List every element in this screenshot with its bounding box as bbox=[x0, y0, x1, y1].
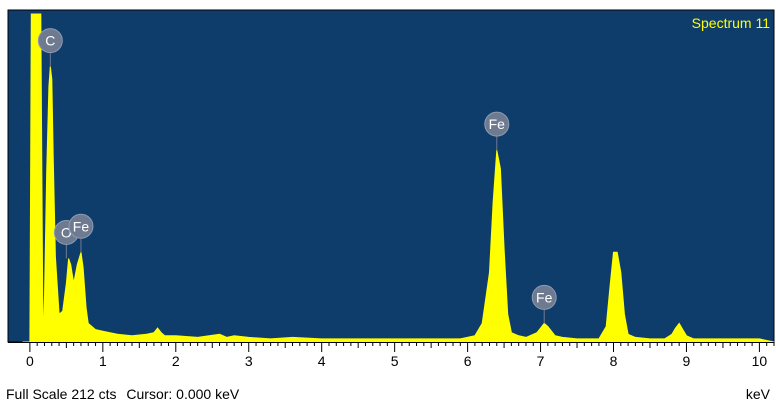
peak-marker-label: Fe bbox=[73, 218, 90, 234]
peak-marker-label: Fe bbox=[536, 289, 553, 305]
x-tick-label: 2 bbox=[172, 353, 180, 369]
peak-marker-badge bbox=[37, 28, 63, 54]
peak-marker-fe-4: Fe bbox=[531, 284, 557, 324]
cursor-readout: Cursor: 0.000 keV bbox=[126, 386, 240, 402]
plot-area bbox=[7, 9, 775, 343]
peak-marker-badge bbox=[68, 213, 94, 239]
peak-marker-label: C bbox=[45, 33, 55, 49]
x-tick-label: 3 bbox=[245, 353, 253, 369]
x-tick-label: 0 bbox=[26, 353, 34, 369]
x-axis: 0 1 2 3 4 5 6 7 8 9 10 bbox=[8, 342, 775, 369]
x-tick-label: 4 bbox=[318, 353, 326, 369]
peak-marker-fe-2: Fe bbox=[68, 213, 94, 253]
spectrum-title: Spectrum 11 bbox=[692, 15, 771, 31]
x-tick-label: 5 bbox=[391, 353, 399, 369]
peak-marker-c-0: C bbox=[37, 28, 63, 67]
peak-marker-label: Fe bbox=[489, 116, 506, 132]
peak-marker-badge bbox=[531, 284, 557, 310]
peak-marker-fe-3: Fe bbox=[484, 111, 510, 151]
x-tick-label: 7 bbox=[537, 353, 545, 369]
x-tick-label: 6 bbox=[464, 353, 472, 369]
x-tick-label: 8 bbox=[610, 353, 618, 369]
spectrum-area-series-0 bbox=[22, 13, 775, 343]
peak-marker-label: O bbox=[61, 224, 72, 240]
status-line: Full Scale 212 cts Cursor: 0.000 keV bbox=[6, 386, 245, 402]
peak-marker-badge bbox=[484, 111, 510, 137]
x-tick-label: 1 bbox=[99, 353, 107, 369]
x-axis-unit-label: keV bbox=[745, 386, 770, 402]
x-tick-label: 9 bbox=[683, 353, 691, 369]
spectrum-series-group bbox=[22, 13, 775, 343]
full-scale-readout: Full Scale 212 cts bbox=[6, 386, 117, 402]
x-tick-label: 10 bbox=[752, 353, 768, 369]
